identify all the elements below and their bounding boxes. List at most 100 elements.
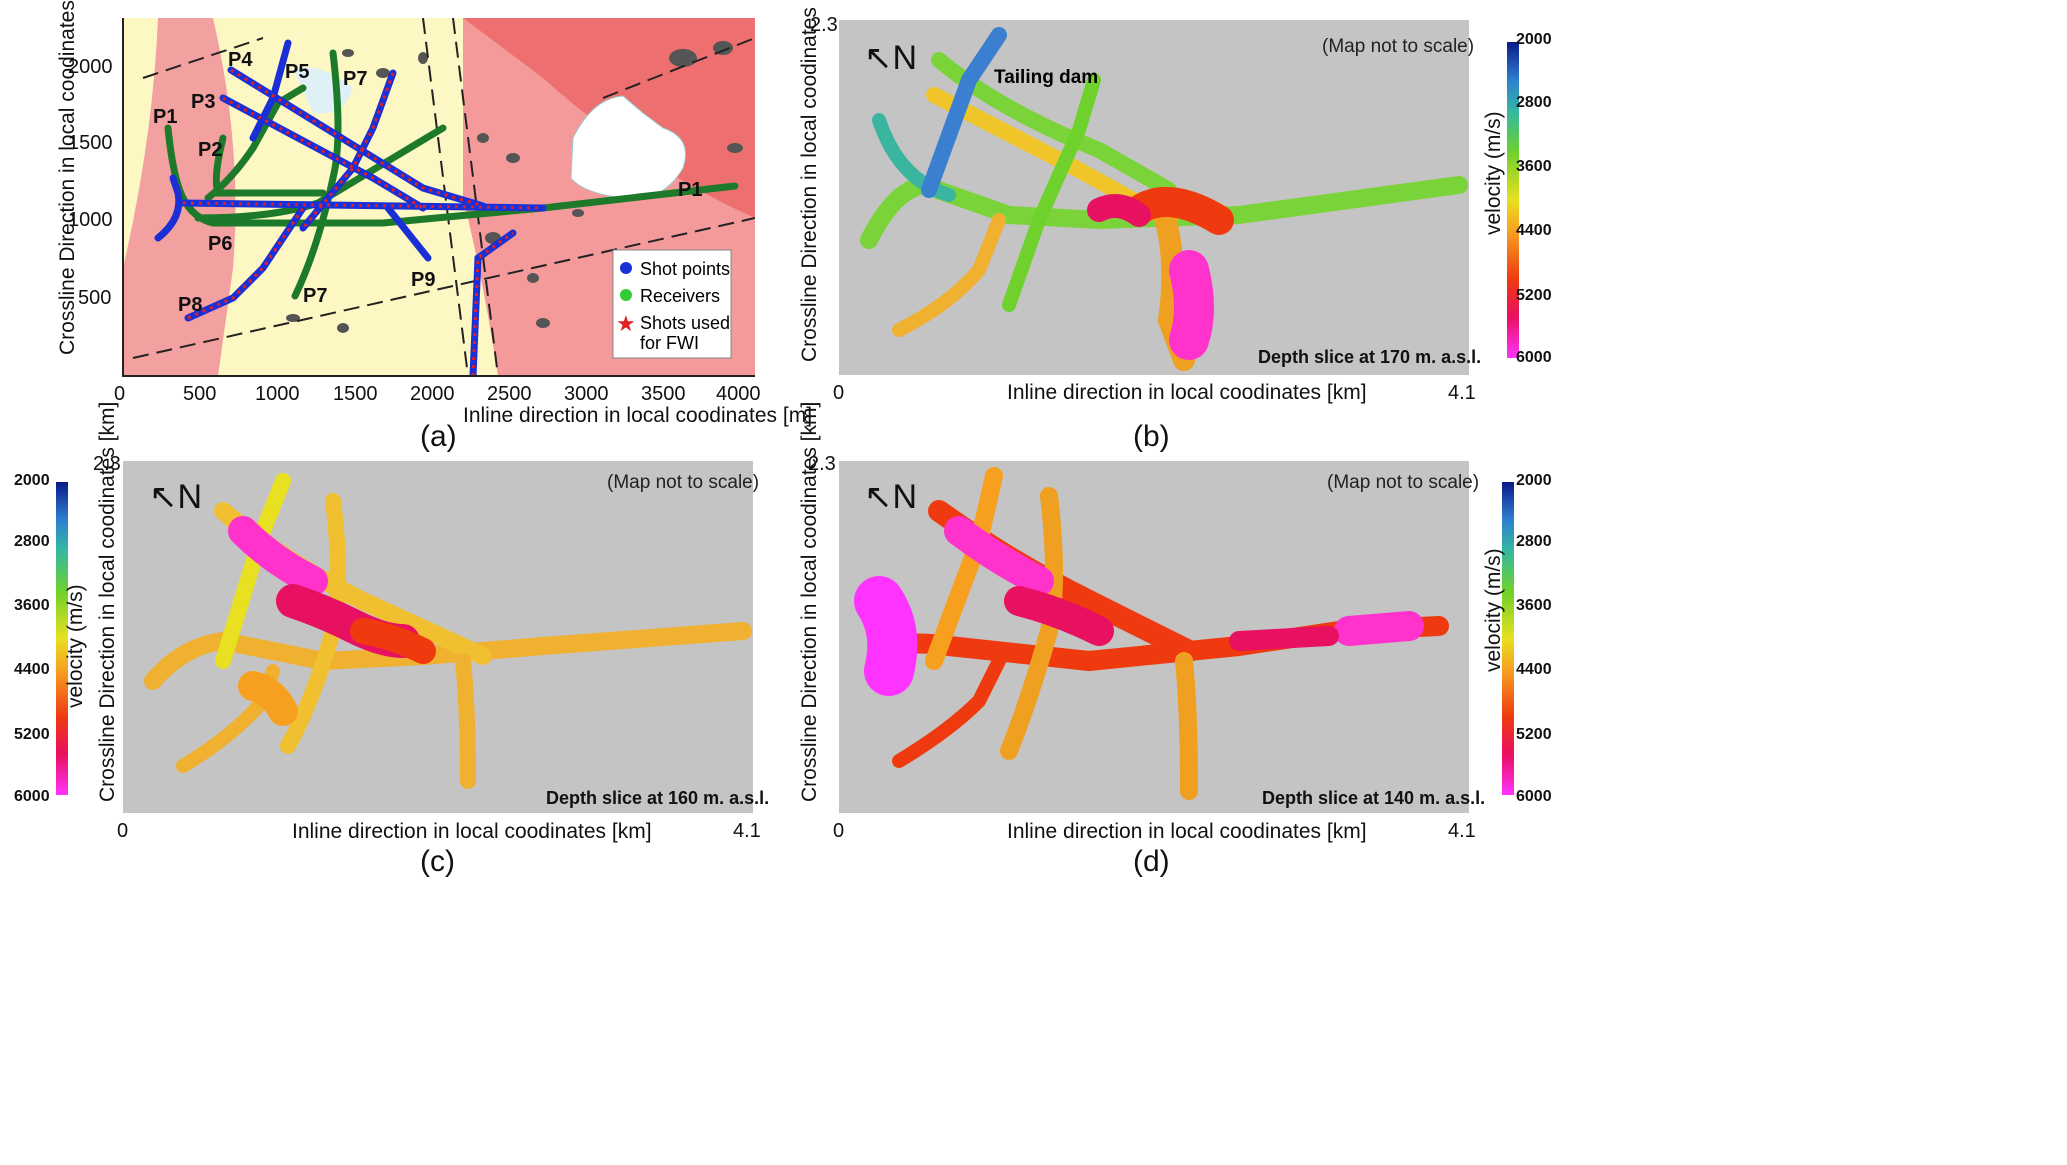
- panel-b-caption: (b): [1133, 420, 1170, 453]
- outcrops: [286, 41, 743, 333]
- receiver-icon: [620, 289, 632, 301]
- line-label: P4: [228, 49, 253, 71]
- north-arrow-icon: ↖N: [864, 478, 918, 516]
- line-label: P8: [178, 294, 202, 316]
- north-label: N: [177, 478, 203, 516]
- x-tick: 2500: [487, 383, 532, 405]
- cb-tick: 5200: [14, 726, 50, 743]
- line-label: P5: [285, 61, 309, 83]
- x-tick: 2000: [410, 383, 455, 405]
- y-tick: 500: [78, 287, 112, 309]
- y-max: 2.3: [810, 14, 838, 36]
- panel-a-y-label: Crossline Direction in local coodinates …: [56, 0, 79, 355]
- north-label: N: [892, 478, 918, 516]
- tailing-dam-label: Tailing dam: [994, 67, 1098, 88]
- colorbar-label: velocity (m/s): [64, 584, 87, 708]
- x-max: 4.1: [1448, 382, 1476, 404]
- panel-c-caption: (c): [420, 845, 455, 878]
- panel-a-caption: (a): [420, 420, 457, 453]
- north-label: N: [892, 39, 918, 77]
- panel-b-slice: Tailing dam: [860, 27, 1468, 371]
- x-tick: 3000: [564, 383, 609, 405]
- cb-tick: 4400: [14, 661, 50, 678]
- panel-b-note: (Map not to scale): [1322, 36, 1475, 57]
- cb-tick: 2000: [1516, 472, 1552, 489]
- line-label: P2: [198, 139, 222, 161]
- colorbar-label: velocity (m/s): [1482, 111, 1505, 235]
- panel-c-x-label: Inline direction in local coodinates [km…: [292, 820, 652, 843]
- legend-shot: Shot points: [640, 259, 730, 279]
- x-min: 0: [833, 382, 845, 404]
- north-arrow-icon: ↖N: [149, 478, 203, 516]
- shot-point-icon: [620, 262, 632, 274]
- lake: [570, 95, 686, 200]
- y-max: 2.3: [93, 453, 121, 475]
- legend-fwi-2: for FWI: [640, 333, 699, 353]
- x-max: 4.1: [733, 820, 761, 842]
- line-label: P3: [191, 91, 215, 113]
- line-label: P6: [208, 233, 232, 255]
- y-tick: 1000: [68, 209, 113, 231]
- y-max: 2.3: [808, 453, 836, 475]
- panel-d-note: (Map not to scale): [1327, 472, 1480, 493]
- panel-a-map: P1 P1 P2 P3 P4 P5 P6 P7 P7 P8 P9 Shot po…: [123, 18, 755, 376]
- x-tick: 1000: [255, 383, 300, 405]
- legend-fwi-1: Shots used: [640, 313, 730, 333]
- panel-b-y-label: Crossline Direction in local coodinates …: [798, 0, 821, 362]
- colorbar-label: velocity (m/s): [1482, 548, 1505, 672]
- line-label: P7: [343, 68, 367, 90]
- x-tick: 4000: [716, 383, 761, 405]
- line-label: P1: [678, 179, 702, 201]
- colorbar-d: [1502, 482, 1514, 795]
- north-arrow-icon: ↖N: [864, 39, 918, 77]
- legend-receivers: Receivers: [640, 286, 720, 306]
- cb-tick: 3600: [1516, 597, 1552, 614]
- panel-c-note: (Map not to scale): [607, 472, 760, 493]
- cb-tick: 6000: [1516, 788, 1552, 805]
- cb-tick: 3600: [14, 597, 50, 614]
- colorbar-b: [1507, 42, 1519, 358]
- cb-tick: 6000: [14, 788, 50, 805]
- panel-c-depth: Depth slice at 160 m. a.s.l.: [546, 788, 770, 808]
- cb-tick: 4400: [1516, 661, 1552, 678]
- panel-a-y-axis: [122, 18, 124, 376]
- panel-d-depth: Depth slice at 140 m. a.s.l.: [1262, 788, 1486, 808]
- x-min: 0: [117, 820, 129, 842]
- faults: [132, 18, 755, 376]
- panel-a-x-label: Inline direction in local coodinates [m]: [463, 404, 813, 427]
- line-label: P1: [153, 106, 177, 128]
- cb-tick: 2800: [1516, 94, 1552, 111]
- panel-d-x-label: Inline direction in local coodinates [km…: [1007, 820, 1367, 843]
- y-tick: 2000: [68, 56, 113, 78]
- cb-tick: 2800: [1516, 533, 1552, 550]
- cb-tick: 2800: [14, 533, 50, 550]
- x-tick: 0: [114, 383, 126, 405]
- panel-d-y-label: Crossline Direction in local coodinates …: [798, 401, 821, 802]
- cb-tick: 6000: [1516, 349, 1552, 366]
- cb-tick: 2000: [14, 472, 50, 489]
- panel-c-slice: [144, 473, 752, 789]
- cb-tick: 5200: [1516, 287, 1552, 304]
- x-tick: 1500: [333, 383, 378, 405]
- cb-tick: 2000: [1516, 31, 1552, 48]
- legend: Shot points Receivers ★ Shots used for F…: [612, 249, 732, 359]
- fwi-shots: [182, 68, 544, 376]
- panel-d-slice: [854, 467, 1449, 800]
- star-icon: ★: [616, 311, 636, 336]
- panel-a-x-axis: [122, 375, 755, 377]
- cb-tick: 4400: [1516, 222, 1552, 239]
- x-tick: 3500: [641, 383, 686, 405]
- x-tick: 500: [183, 383, 217, 405]
- x-max: 4.1: [1448, 820, 1476, 842]
- panel-c-y-label: Crossline Direction in local coodinates …: [96, 401, 119, 802]
- line-label: P9: [411, 269, 435, 291]
- panel-b-x-label: Inline direction in local coodinates [km…: [1007, 381, 1367, 404]
- panel-b-depth: Depth slice at 170 m. a.s.l.: [1258, 347, 1482, 367]
- line-label: P7: [303, 285, 327, 307]
- cb-tick: 3600: [1516, 158, 1552, 175]
- y-tick: 1500: [68, 132, 113, 154]
- colorbar-c: [56, 482, 68, 795]
- panel-d-caption: (d): [1133, 845, 1170, 878]
- cb-tick: 5200: [1516, 726, 1552, 743]
- x-min: 0: [833, 820, 845, 842]
